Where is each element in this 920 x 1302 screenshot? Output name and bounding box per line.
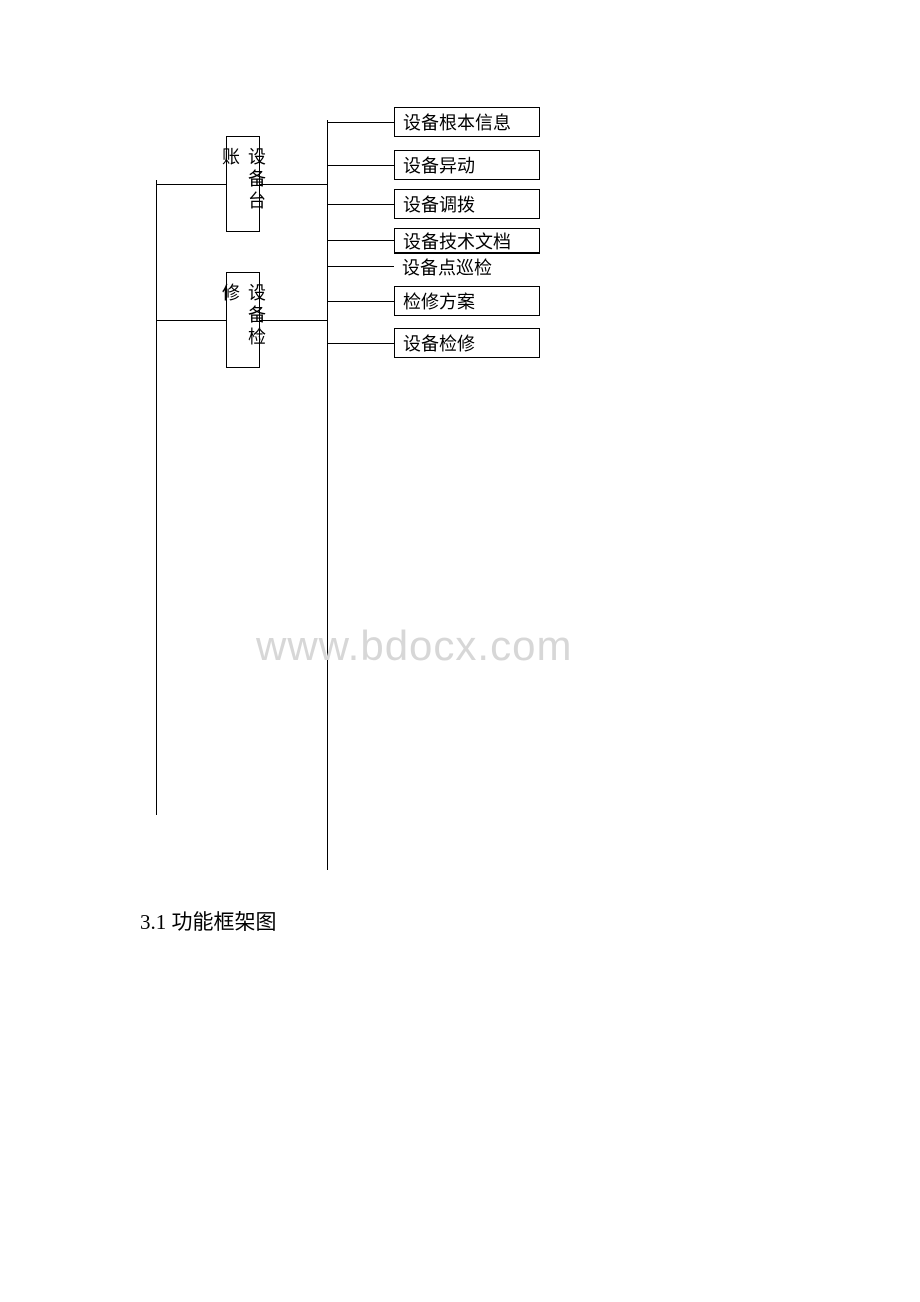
leaf-node: 设备检修 <box>394 328 540 358</box>
root-trunk <box>156 180 157 815</box>
connector <box>327 343 394 344</box>
leaf-node: 设备技术文档 <box>394 228 540 253</box>
center-trunk <box>327 120 328 870</box>
leaf-node: 设备调拨 <box>394 189 540 219</box>
watermark: www.bdocx.com <box>256 622 572 670</box>
diagram-canvas: 设备台账设备根本信息设备异动设备调拨设备技术文档设备检修设备点巡检检修方案设备检… <box>0 0 920 1302</box>
connector <box>327 301 394 302</box>
connector <box>327 165 394 166</box>
caption: 3.1 功能框架图 <box>140 906 277 936</box>
leaf-node: 设备异动 <box>394 150 540 180</box>
connector <box>156 320 226 321</box>
leaf-node: 检修方案 <box>394 286 540 316</box>
connector <box>327 122 394 123</box>
leaf-node: 设备根本信息 <box>394 107 540 137</box>
leaf-node: 设备点巡检 <box>394 253 540 279</box>
connector <box>327 266 394 267</box>
category-node: 设备检修 <box>226 272 260 368</box>
connector <box>156 184 226 185</box>
connector <box>327 240 394 241</box>
connector <box>260 320 327 321</box>
connector <box>260 184 327 185</box>
category-node: 设备台账 <box>226 136 260 232</box>
connector <box>327 204 394 205</box>
